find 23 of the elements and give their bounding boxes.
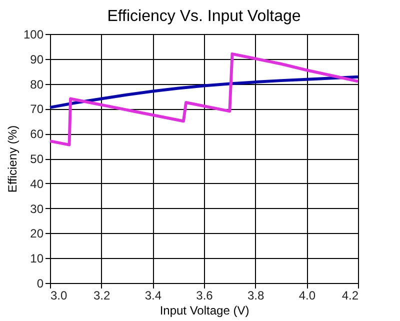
x-tick-label: 3.8	[247, 288, 264, 302]
y-tick-label: 20	[30, 226, 44, 241]
x-tick-label: 3.0	[50, 288, 68, 302]
y-tick-label: 90	[30, 52, 44, 66]
x-axis-title: Input Voltage (V)	[160, 304, 250, 318]
y-tick-label: 0	[36, 276, 44, 290]
y-tick-label: 30	[30, 202, 44, 216]
x-tick-label: 4.2	[342, 288, 359, 302]
y-tick-label: 100	[23, 28, 44, 42]
y-tick-label: 70	[30, 102, 44, 116]
line-series	[48, 52, 360, 146]
x-tick-label: 3.6	[196, 288, 214, 302]
y-tick-label: 60	[30, 127, 44, 142]
x-tick-label: 3.4	[144, 288, 162, 302]
y-tick-label: 40	[30, 176, 44, 191]
y-tick-label: 10	[30, 252, 44, 266]
x-tick-label: 3.2	[93, 288, 110, 302]
y-tick-label: 50	[30, 152, 44, 166]
x-tick-label: 4.0	[298, 288, 316, 302]
chart-title: Efficiency Vs. Input Voltage	[107, 8, 301, 25]
line-series	[48, 75, 360, 109]
y-tick-label: 80	[30, 77, 44, 92]
y-axis-title: Efficieny (%)	[5, 125, 20, 193]
